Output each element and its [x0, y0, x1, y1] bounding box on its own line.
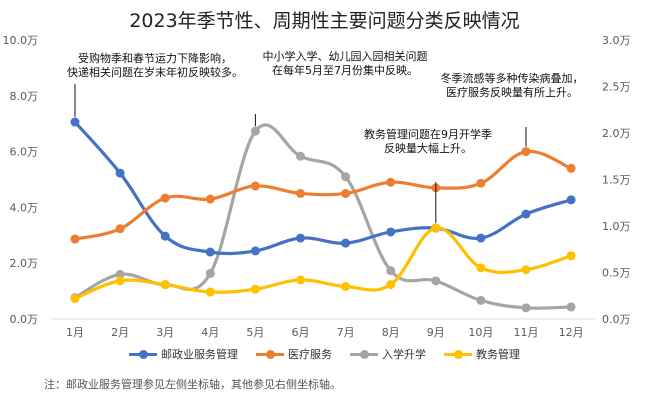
data-point: [70, 117, 80, 127]
data-point: [205, 268, 215, 278]
data-point: [160, 280, 170, 290]
legend-item: 教务管理: [444, 346, 520, 362]
data-point: [566, 195, 576, 205]
data-point: [521, 147, 531, 157]
x-tick-label: 12月: [559, 326, 584, 339]
data-point: [296, 151, 305, 161]
data-point: [296, 233, 305, 243]
data-point: [566, 251, 576, 261]
data-point: [341, 281, 351, 291]
legend-swatch: [256, 349, 284, 359]
data-point: [521, 209, 531, 219]
y-left-tick-label: 8.0万: [10, 90, 39, 103]
y-right-tick-label: 2.0万: [602, 127, 631, 140]
legend-label: 医疗服务: [288, 348, 332, 361]
y-left-tick-label: 6.0万: [10, 146, 39, 159]
footnote: 注：邮政业服务管理参见左侧坐标轴，其他参见右侧坐标轴。: [44, 378, 341, 391]
x-tick-label: 9月: [427, 326, 445, 339]
legend-label: 邮政业服务管理: [161, 348, 238, 361]
annotation-text: 医疗服务反映量有所上升。: [446, 85, 578, 99]
data-point: [160, 193, 170, 203]
annotation-text: 中小学入学、幼儿园入园相关问题: [263, 49, 428, 63]
y-left-tick-label: 0.0万: [10, 313, 39, 326]
x-tick-label: 10月: [468, 326, 493, 339]
data-point: [341, 238, 351, 248]
data-point: [476, 233, 486, 243]
data-point: [115, 168, 125, 178]
series-line-1: [74, 149, 572, 241]
chart-title: 2023年季节性、周期性主要问题分类反映情况: [129, 10, 520, 32]
data-point: [296, 188, 305, 198]
annotation-text: 冬季流感等多种传染病叠加，: [441, 71, 584, 85]
legend: 邮政业服务管理 医疗服务 入学升学 教务管理: [0, 346, 649, 362]
data-point: [205, 194, 215, 204]
legend-label: 入学升学: [382, 348, 426, 361]
legend-swatch: [350, 349, 378, 359]
annotation-text: 受购物季和春节运力下降影响，: [78, 51, 232, 65]
data-point: [431, 223, 441, 233]
x-tick-label: 8月: [382, 326, 400, 339]
data-point: [70, 294, 80, 304]
data-point: [205, 247, 215, 257]
y-right-tick-label: 2.5万: [602, 81, 631, 94]
x-tick-label: 2月: [111, 326, 129, 339]
legend-label: 教务管理: [476, 348, 520, 361]
data-point: [386, 227, 396, 237]
data-point: [115, 276, 125, 286]
data-point: [386, 177, 396, 187]
annotation-text: 反映量大幅上升。: [384, 141, 472, 155]
legend-swatch: [129, 349, 157, 359]
data-point: [205, 287, 215, 297]
data-point: [476, 178, 486, 188]
y-left-tick-label: 2.0万: [10, 257, 39, 270]
data-point: [250, 246, 260, 256]
annotation-text: 在每年5月至7月份集中反映。: [272, 63, 418, 77]
data-point: [476, 295, 486, 305]
x-tick-label: 4月: [201, 326, 219, 339]
x-tick-label: 7月: [337, 326, 355, 339]
y-right-tick-label: 0.5万: [602, 267, 631, 280]
data-point: [566, 163, 576, 173]
x-tick-label: 1月: [66, 326, 84, 339]
data-point: [250, 284, 260, 294]
data-point: [566, 302, 576, 312]
y-right-tick-label: 0.0万: [602, 313, 631, 326]
legend-item: 邮政业服务管理: [129, 346, 238, 362]
data-point: [341, 172, 351, 182]
series-line-3: [74, 226, 572, 301]
legend-item: 医疗服务: [256, 346, 332, 362]
x-tick-label: 5月: [246, 326, 264, 339]
x-tick-label: 11月: [514, 326, 539, 339]
data-point: [115, 224, 125, 234]
y-right-tick-label: 1.5万: [602, 174, 631, 187]
data-point: [70, 234, 80, 244]
annotation-text: 快递相关问题在岁末年初反映较多。: [67, 65, 243, 79]
x-tick-label: 6月: [292, 326, 310, 339]
data-point: [521, 303, 531, 313]
legend-item: 入学升学: [350, 346, 426, 362]
annotation-text: 教务管理问题在9月开学季: [364, 127, 492, 141]
x-tick-label: 3月: [156, 326, 174, 339]
y-right-tick-label: 3.0万: [602, 34, 631, 47]
data-point: [431, 276, 441, 286]
legend-swatch: [444, 349, 472, 359]
data-point: [115, 269, 125, 279]
y-left-tick-label: 4.0万: [10, 201, 39, 214]
y-left-tick-label: 10.0万: [3, 34, 39, 47]
data-point: [386, 280, 396, 290]
data-point: [341, 188, 351, 198]
data-point: [476, 263, 486, 273]
y-right-tick-label: 1.0万: [602, 220, 631, 233]
data-point: [386, 266, 396, 276]
data-point: [160, 231, 170, 241]
data-point: [521, 265, 531, 275]
data-point: [250, 181, 260, 191]
data-point: [250, 126, 260, 136]
series-line-0: [73, 120, 572, 256]
data-point: [296, 275, 305, 285]
